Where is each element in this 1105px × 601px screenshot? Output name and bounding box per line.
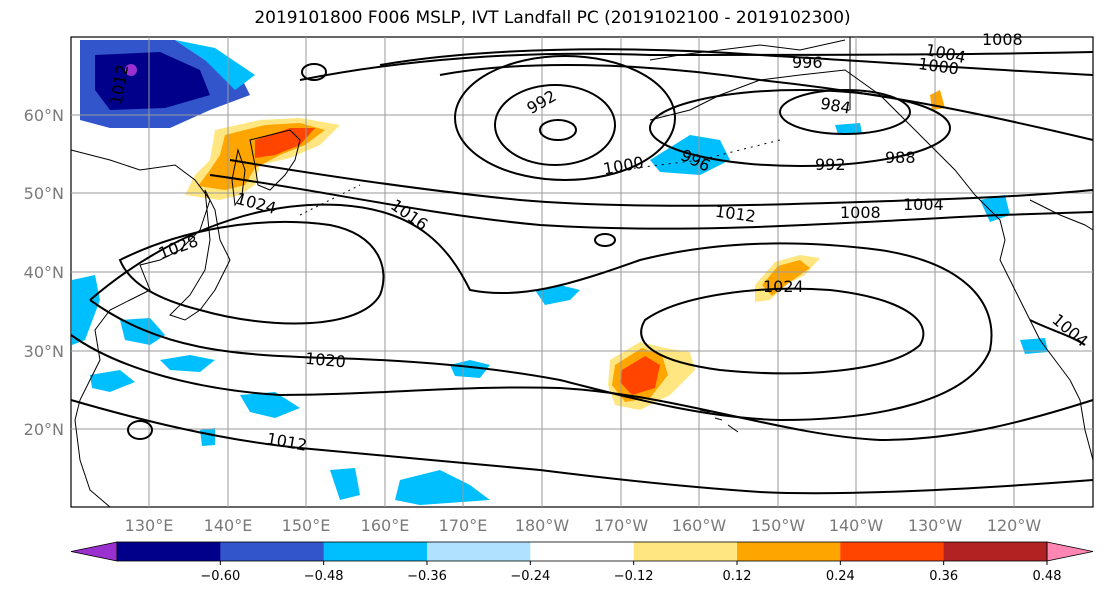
lon-label: 130°E [125,516,174,535]
contour-label: 1008 [982,30,1023,49]
contour-label: 992 [815,155,846,174]
colorbar: −0.60 −0.48 −0.36 −0.24 −0.12 0.12 0.24 0.36 0.4… [70,541,1094,584]
colorbar-tick-label: −0.24 [510,569,550,584]
colorbar-segment [427,542,531,561]
lon-label: 150°E [282,516,331,535]
colorbar-segment [943,542,1048,561]
lat-label: 40°N [24,263,64,282]
lat-label: 20°N [24,420,64,439]
colorbar-segment [737,542,841,561]
colorbar-segment [117,542,221,561]
lon-label: 170°W [594,516,649,535]
colorbar-segment [530,542,635,561]
lon-label: 140°W [829,516,884,535]
colorbar-tick-label: −0.12 [614,569,654,584]
colorbar-segment [840,542,945,561]
colorbar-segment [633,542,738,561]
lat-label: 30°N [24,342,64,361]
contour-label: 1008 [840,203,881,222]
graticule [71,37,1093,507]
colorbar-segment [220,542,325,561]
contour-label: 1004 [903,195,944,214]
map-title: 2019101800 F006 MSLP, IVT Landfall PC (2… [254,8,851,28]
colorbar-tick-label: 0.36 [929,569,958,584]
colorbar-tick-label: 0.12 [723,569,752,584]
lon-label: 180°W [515,516,570,535]
colorbar-tick-label: 0.24 [826,569,855,584]
colorbar-outline [116,541,1048,562]
coastlines [70,37,1094,508]
contour-label: 1024 [763,277,804,296]
ivt-shading [72,40,1048,505]
lon-label: 160°W [672,516,727,535]
contour-label: 996 [792,53,823,72]
colorbar-tick-label: −0.48 [304,569,344,584]
colorbar-segment [323,542,428,561]
lon-label: 150°W [751,516,806,535]
colorbar-max-arrow [1046,541,1094,562]
longitude-labels: 130°E 140°E 150°E 160°E 170°E 180°W 170°… [125,516,1042,535]
contour-label: 1020 [304,349,346,371]
lat-label: 60°N [24,106,64,125]
lon-label: 140°E [204,516,253,535]
lat-label: 50°N [24,184,64,203]
contour-label: 988 [885,148,916,167]
lon-label: 170°E [439,516,488,535]
lon-label: 120°W [987,516,1042,535]
lon-label: 160°E [361,516,410,535]
colorbar-tick-label: 0.48 [1033,569,1062,584]
mslp-contours [70,48,1094,495]
latitude-labels: 60°N 50°N 40°N 30°N 20°N [24,106,64,439]
colorbar-min-arrow [70,541,118,562]
colorbar-tick-label: −0.36 [407,569,447,584]
colorbar-tick-label: −0.60 [200,569,240,584]
lon-label: 130°W [908,516,963,535]
